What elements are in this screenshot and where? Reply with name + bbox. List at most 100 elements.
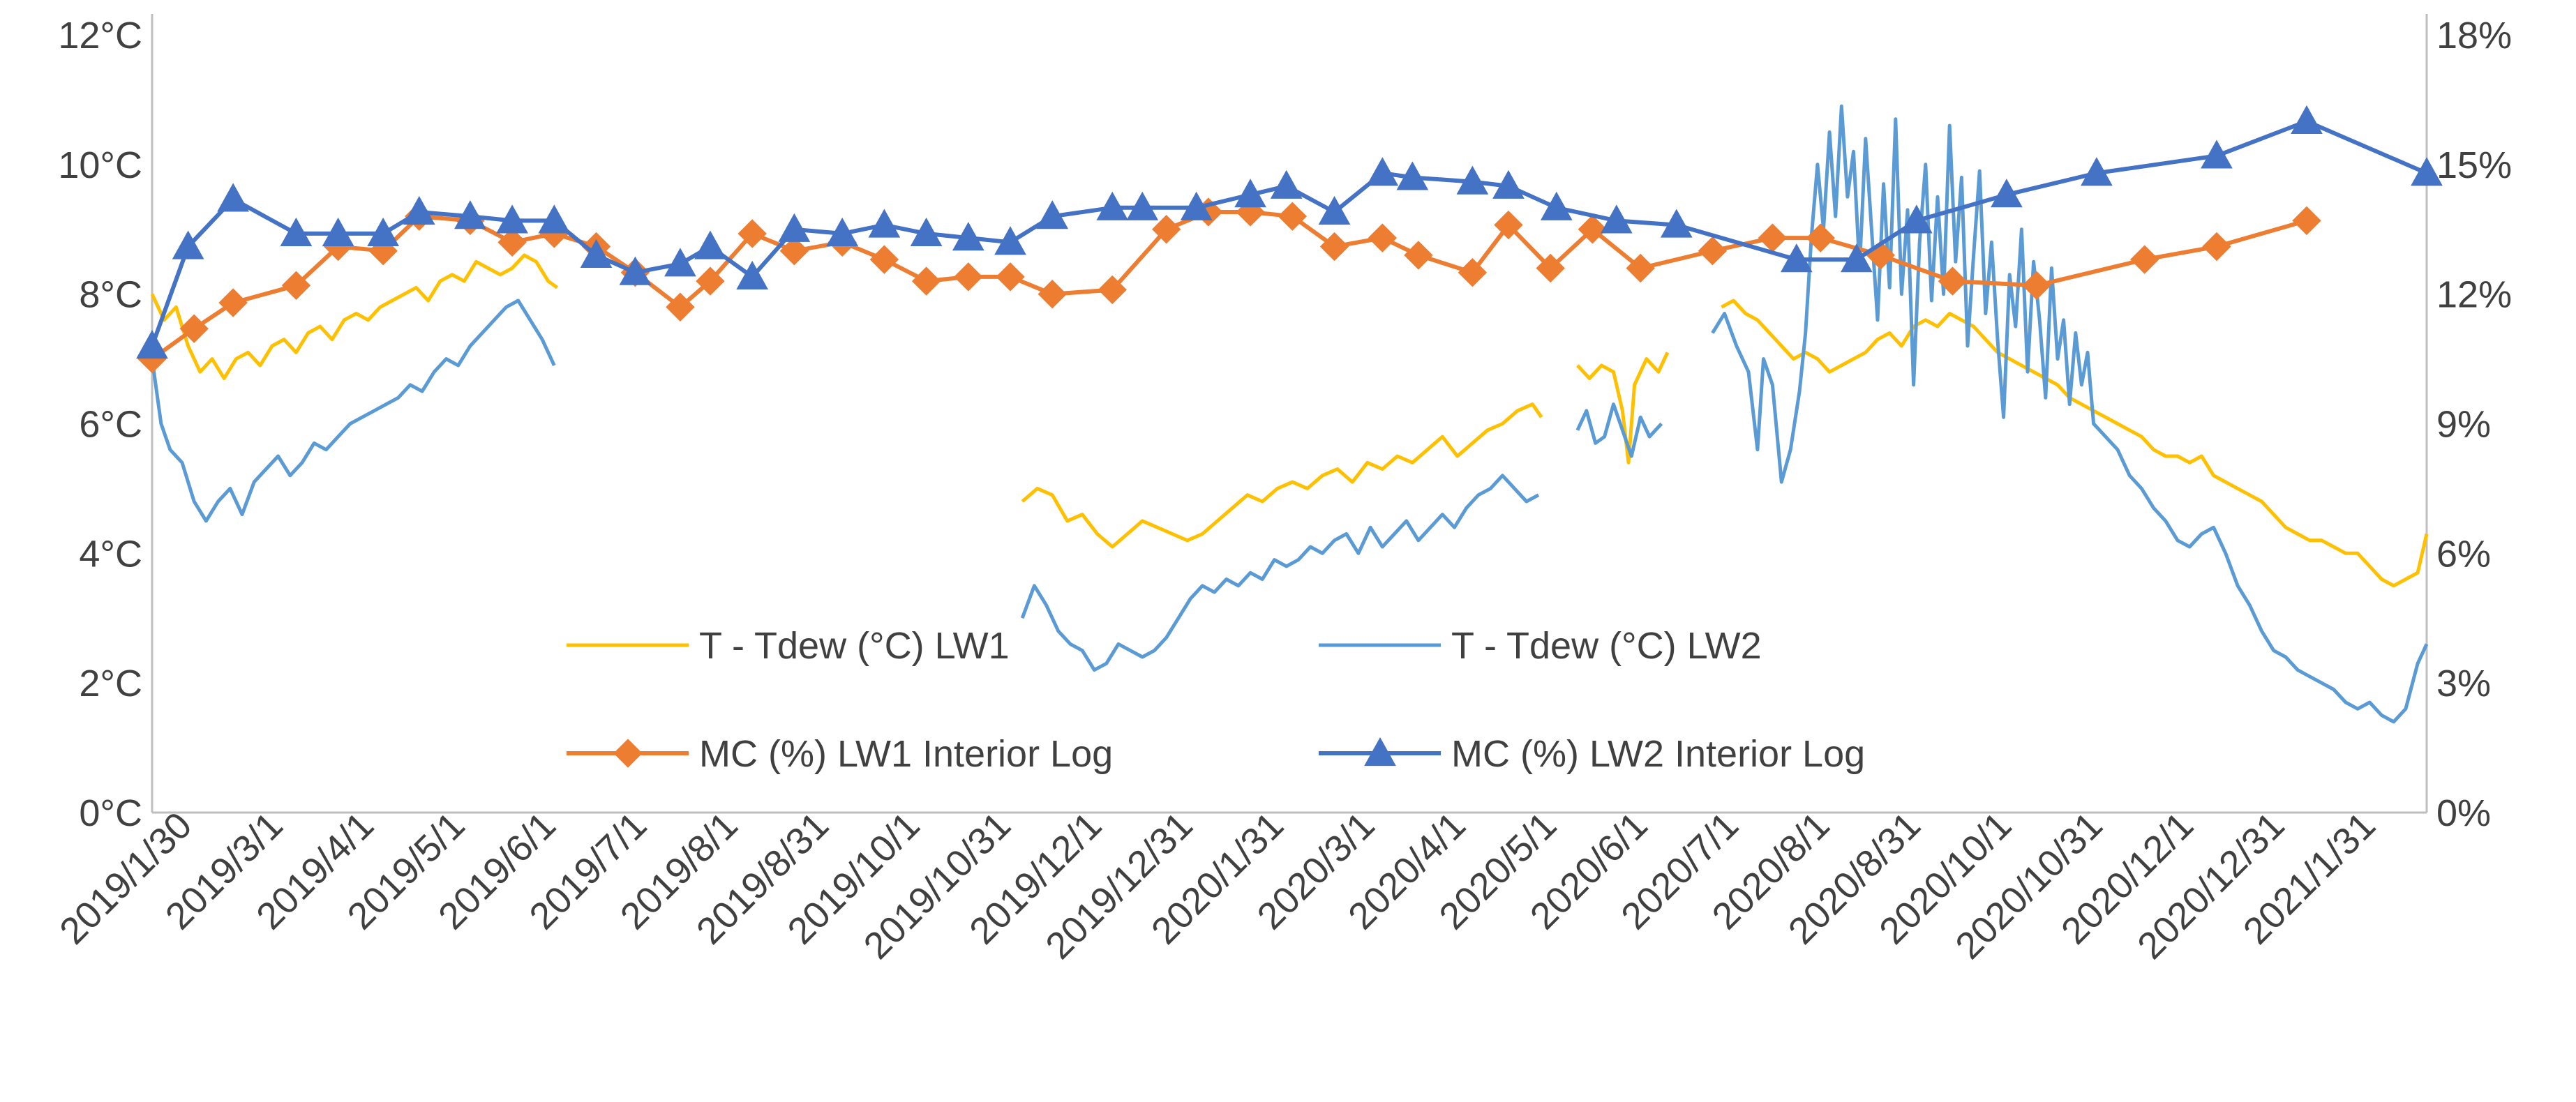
series-1-line-segment: [150, 253, 559, 380]
series-3-point: [1458, 257, 1488, 287]
series-2-line-segment: [1711, 104, 2429, 724]
series-3-point: [1806, 223, 1835, 252]
y-right-tick-label: 9%: [2436, 404, 2491, 446]
series-3-point: [911, 266, 941, 296]
series-3-point: [1698, 236, 1728, 266]
series-3-point: [666, 292, 695, 322]
series-3-point: [1098, 275, 1127, 305]
series-4-point: [1540, 191, 1573, 220]
y-right-tick-label: 15%: [2436, 144, 2512, 186]
series-3-point: [1278, 202, 1308, 231]
y-right-tick-label: 3%: [2436, 663, 2491, 704]
series-3-point: [281, 271, 311, 300]
legend-entry: MC (%) LW1 Interior Log: [567, 733, 1113, 775]
series-4-point: [1901, 204, 1933, 234]
series-4-point: [322, 217, 354, 247]
series-3-point: [954, 262, 983, 292]
series-4-point: [778, 213, 811, 242]
series-4-point: [2201, 139, 2233, 169]
chart-axes: [151, 14, 2428, 814]
series-3-point: [869, 245, 899, 274]
series-3-point: [1494, 210, 1523, 240]
chart-series-layer: [136, 104, 2443, 724]
series-3-point: [2292, 206, 2321, 236]
series-4-point: [136, 329, 168, 359]
series-3-point: [2202, 232, 2231, 262]
series-3-point: [2022, 271, 2051, 300]
series-4-point: [1660, 209, 1693, 238]
series-3-point: [2130, 245, 2159, 274]
y-left-tick-label: 2°C: [79, 663, 142, 704]
series-3-point: [737, 219, 767, 248]
series-4-point: [1234, 179, 1266, 208]
series-4-point: [694, 230, 726, 259]
legend-entry: MC (%) LW2 Interior Log: [1319, 733, 1865, 775]
series-3-point: [696, 266, 725, 296]
legend-label: T - Tdew (°C) LW1: [699, 625, 1010, 667]
series-4-point: [1780, 243, 1813, 273]
series-1-line-segment: [1576, 352, 1670, 465]
series-4-point: [1270, 169, 1303, 199]
series-4-point: [619, 256, 652, 285]
y-right-tick-label: 0%: [2436, 792, 2491, 834]
series-3-point: [1319, 232, 1349, 262]
series-4-point: [496, 204, 528, 234]
series-3-point: [1038, 279, 1067, 309]
series-4-point: [868, 209, 901, 238]
series-4-point: [1036, 200, 1069, 229]
series-4-point: [403, 195, 435, 225]
y-left-tick-label: 6°C: [79, 404, 142, 446]
series-4-point: [538, 204, 571, 234]
series-4-point: [1096, 191, 1129, 220]
series-4-point: [1840, 243, 1873, 273]
series-3-point: [1578, 215, 1608, 244]
series-1-line-segment: [1721, 299, 2429, 588]
series-1: [150, 253, 2429, 588]
legend-swatch-marker: [1364, 737, 1396, 767]
series-4-point: [910, 217, 943, 247]
series-4-point: [1396, 161, 1429, 190]
series-3-point: [1626, 253, 1655, 283]
series-3-point: [1938, 266, 1968, 296]
y-left-tick-label: 10°C: [58, 144, 142, 186]
legend-entry: T - Tdew (°C) LW1: [567, 625, 1010, 667]
legend-label: T - Tdew (°C) LW2: [1451, 625, 1762, 667]
series-4-point: [2081, 157, 2113, 186]
series-2: [150, 104, 2429, 724]
series-4-point: [736, 260, 769, 289]
series-4-point: [1456, 165, 1489, 195]
series-4-point: [280, 217, 313, 247]
legend-label: MC (%) LW1 Interior Log: [699, 733, 1113, 775]
series-4-point: [217, 183, 249, 212]
series-3-point: [179, 314, 209, 343]
y-left-tick-label: 0°C: [79, 792, 142, 834]
series-4-point: [580, 239, 613, 269]
series-3-point: [1151, 215, 1181, 244]
series-2-line-segment: [1575, 402, 1663, 458]
y-left-tick-label: 8°C: [79, 274, 142, 316]
series-4-point: [2411, 157, 2443, 186]
series-3-point: [1368, 223, 1398, 252]
chart-legend: T - Tdew (°C) LW1 T - Tdew (°C) LW2 MC (%)…: [567, 625, 1865, 775]
series-4-point: [994, 226, 1026, 255]
series-4-point: [1600, 204, 1633, 234]
y-right-tick-label: 6%: [2436, 533, 2491, 575]
series-3-point: [1404, 241, 1433, 270]
series-2-line-segment: [1020, 474, 1540, 672]
series-4-point: [367, 217, 400, 247]
y-right-tick-label: 12%: [2436, 274, 2512, 316]
series-4-point: [826, 217, 859, 247]
series-4-point: [1492, 169, 1525, 199]
legend-swatch-marker: [613, 739, 643, 768]
series-3-point: [779, 236, 809, 266]
series-3-point: [218, 288, 248, 317]
series-4-point: [1991, 179, 2023, 208]
series-4-point: [172, 230, 204, 259]
y-right-tick-label: 18%: [2436, 15, 2512, 56]
series-4: [136, 105, 2443, 359]
series-4-point: [454, 200, 486, 229]
series-4-point: [952, 222, 984, 251]
series-4-point: [664, 248, 696, 277]
series-3-point: [497, 227, 527, 257]
